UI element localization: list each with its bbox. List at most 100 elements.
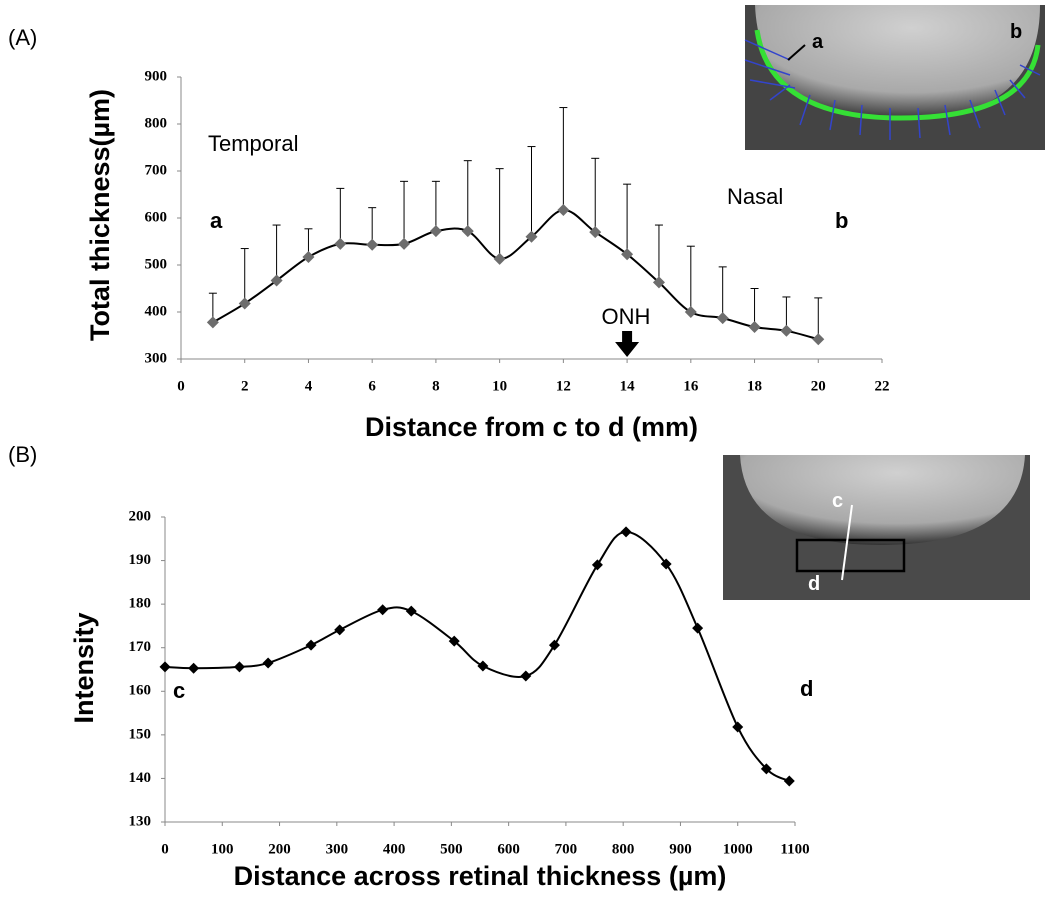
x-tick-label: 12 (556, 378, 571, 394)
x-tick-label: 500 (440, 841, 463, 857)
marker (188, 662, 200, 674)
x-axis-title: Distance across retinal thickness (µm) (234, 861, 727, 891)
marker (783, 775, 795, 787)
x-tick-label: 20 (811, 378, 826, 394)
x-tick-label: 200 (268, 841, 291, 857)
marker (405, 605, 417, 617)
marker (684, 306, 697, 318)
x-tick-label: 1100 (780, 841, 809, 857)
annotation: a (210, 208, 223, 233)
x-tick-label: 700 (555, 841, 578, 857)
marker (591, 559, 603, 571)
y-tick-label: 900 (145, 68, 168, 84)
marker (652, 276, 665, 289)
marker (620, 526, 632, 538)
marker (305, 639, 317, 651)
line (164, 530, 790, 782)
x-tick-label: 800 (612, 841, 635, 857)
marker (334, 624, 346, 636)
x-tick-label: 900 (669, 841, 692, 857)
onh-arrow (615, 331, 640, 357)
marker (557, 204, 570, 217)
x-tick-label: 600 (497, 841, 520, 857)
y-tick-label: 300 (145, 350, 168, 366)
y-tick-label: 150 (129, 726, 152, 742)
inset-label: a (812, 31, 824, 53)
marker (812, 333, 825, 346)
marker (206, 316, 219, 329)
x-tick-label: 300 (326, 841, 349, 857)
marker (461, 225, 474, 238)
annotation: c (173, 678, 185, 703)
marker (780, 324, 793, 337)
marker (477, 660, 489, 672)
marker (660, 558, 672, 570)
marker (716, 312, 729, 325)
x-tick-label: 100 (211, 841, 234, 857)
marker (493, 252, 506, 265)
marker (366, 238, 379, 251)
x-tick-label: 6 (368, 378, 376, 394)
inset-a: a b (744, 5, 1045, 150)
y-axis-title: Total thickness(µm) (85, 89, 115, 341)
y-tick-label: 130 (129, 813, 152, 829)
x-tick-label: 1000 (723, 841, 753, 857)
x-tick-label: 2 (241, 378, 249, 394)
x-axis-title: Distance from c to d (mm) (365, 412, 698, 442)
marker (377, 604, 389, 616)
marker (525, 230, 538, 243)
marker (748, 321, 761, 334)
marker (520, 670, 532, 682)
y-tick-label: 200 (129, 508, 152, 524)
marker (589, 226, 602, 239)
y-tick-label: 600 (145, 209, 168, 225)
x-tick-label: 14 (620, 378, 636, 394)
marker (398, 237, 411, 250)
y-tick-label: 160 (129, 683, 152, 699)
y-tick-label: 700 (145, 162, 168, 178)
panel-label: (A) (8, 25, 37, 50)
marker (621, 248, 634, 261)
x-tick-label: 0 (177, 378, 185, 394)
annotation: Nasal (727, 184, 783, 209)
line (212, 209, 819, 341)
annotation: d (800, 676, 813, 701)
marker (692, 622, 704, 634)
y-tick-label: 180 (129, 596, 152, 612)
inset-label: b (1010, 21, 1022, 43)
y-tick-label: 500 (145, 256, 168, 272)
marker (548, 639, 560, 651)
y-tick-label: 170 (129, 639, 152, 655)
inset-label: d (808, 573, 820, 595)
marker (159, 661, 171, 673)
annotation: ONH (602, 304, 651, 329)
marker (732, 721, 744, 733)
y-tick-label: 190 (129, 552, 152, 568)
marker (302, 251, 315, 264)
y-tick-label: 400 (145, 303, 168, 319)
marker (429, 225, 442, 238)
panel-label: (B) (8, 442, 37, 467)
marker (238, 297, 251, 310)
marker (448, 635, 460, 647)
x-tick-label: 16 (683, 378, 699, 394)
x-tick-label: 4 (305, 378, 313, 394)
annotation: Temporal (208, 131, 298, 156)
x-tick-label: 400 (383, 841, 406, 857)
inset-label: c (832, 490, 843, 512)
annotation: b (835, 208, 848, 233)
y-tick-label: 800 (145, 115, 168, 131)
marker (334, 237, 347, 250)
x-tick-label: 18 (747, 378, 762, 394)
y-tick-label: 140 (129, 770, 152, 786)
x-tick-label: 22 (875, 378, 890, 394)
marker (760, 763, 772, 775)
y-axis-title: Intensity (69, 612, 99, 723)
marker (270, 274, 283, 287)
marker (233, 661, 245, 673)
x-tick-label: 0 (161, 841, 169, 857)
marker (262, 657, 274, 669)
x-tick-label: 10 (492, 378, 507, 394)
x-tick-label: 8 (432, 378, 440, 394)
